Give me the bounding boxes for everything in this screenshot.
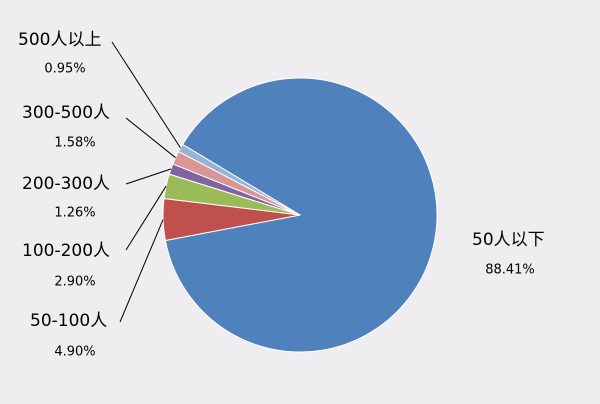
slice-label: 200-300人 [22, 174, 110, 194]
slice-label: 300-500人 [22, 103, 110, 123]
slice-value-label: 1.58% [54, 136, 95, 151]
leader-line [125, 185, 167, 251]
slice-label: 50-100人 [30, 311, 107, 331]
slice-value-label: 0.95% [44, 62, 85, 77]
slice-label: 50人以下 [472, 230, 545, 250]
leader-line [111, 41, 181, 149]
slice-value-label: 1.26% [54, 206, 95, 221]
pie-slice [164, 77, 438, 353]
slice-value-label: 88.41% [485, 263, 535, 278]
pie-slice [177, 143, 301, 216]
slice-label: 500人以上 [18, 30, 101, 50]
leader-line [125, 168, 172, 185]
leader-line [119, 219, 164, 323]
leader-line [125, 117, 176, 159]
slice-value-label: 4.90% [54, 345, 95, 360]
slice-value-label: 2.90% [54, 275, 95, 290]
slice-label: 100-200人 [22, 241, 110, 261]
